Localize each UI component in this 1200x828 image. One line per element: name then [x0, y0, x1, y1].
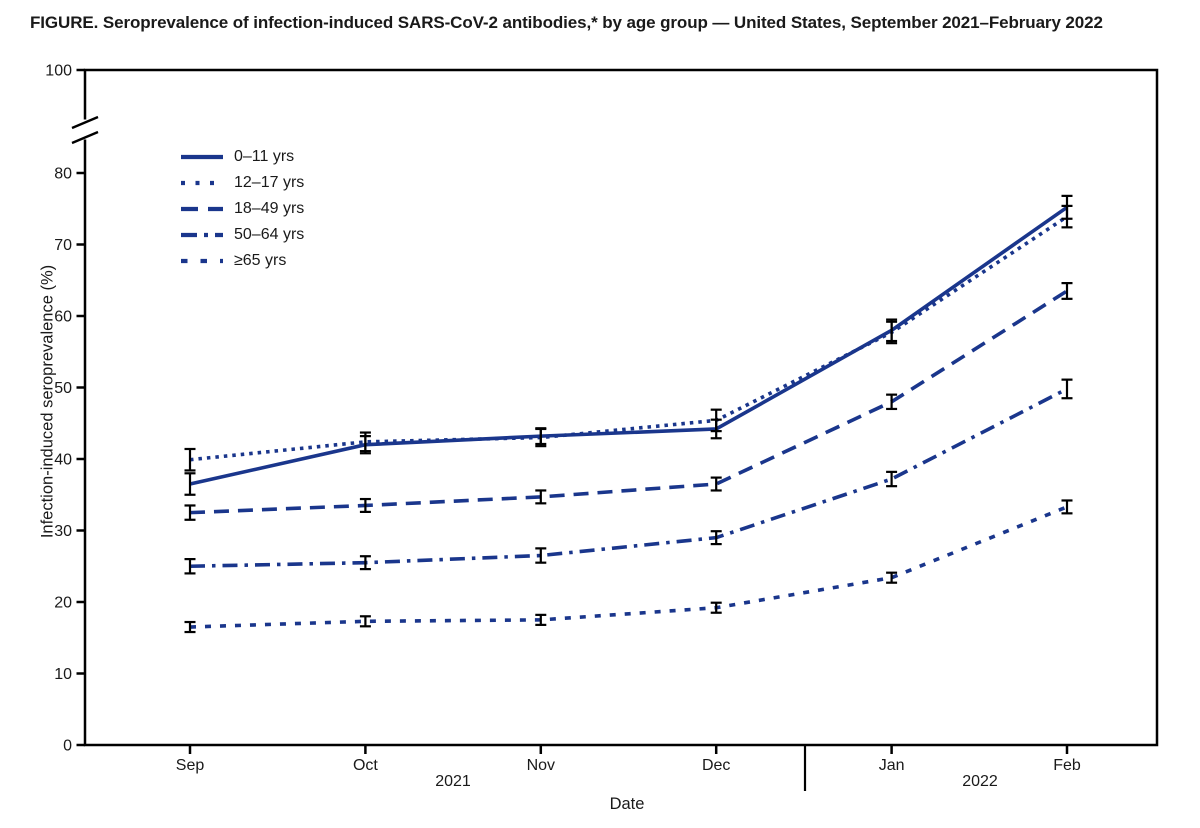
- y-axis-ticks: 0 10 20 30 40 50 60 70 80 100: [45, 63, 85, 755]
- legend-item: 0–11 yrs: [181, 148, 304, 165]
- series-line-dash-dot: [189, 387, 1068, 569]
- x-tick-label: Dec: [702, 757, 730, 774]
- x-tick-label: Jan: [879, 757, 905, 774]
- y-tick-label: 30: [54, 523, 72, 540]
- x-axis-title: Date: [609, 795, 645, 813]
- legend: 0–11 yrs 12–17 yrs 18–49 yrs 50–64 yrs ≥…: [181, 148, 304, 278]
- series-line-dashed: [189, 289, 1068, 515]
- y-tick-label: 50: [54, 380, 72, 397]
- y-tick-label: 100: [45, 63, 72, 80]
- series-line-square-dot: [189, 505, 1068, 629]
- legend-item-label: 12–17 yrs: [234, 174, 305, 191]
- y-tick-label: 10: [54, 666, 72, 683]
- x-tick-label: Nov: [527, 757, 555, 774]
- legend-item-label: 0–11 yrs: [234, 148, 295, 165]
- legend-item-label: 18–49 yrs: [234, 200, 305, 217]
- y-tick-label: 40: [54, 452, 72, 469]
- legend-line-sample-icon: [181, 206, 223, 211]
- axis-break-slash: [71, 130, 99, 145]
- x-tick-label: Feb: [1053, 757, 1081, 774]
- year-label-2021: 2021: [435, 773, 471, 790]
- series-line-solid: [189, 205, 1069, 486]
- plot-border: [83, 68, 1159, 747]
- y-tick-label: 0: [63, 738, 72, 755]
- legend-line-sample-icon: [181, 232, 223, 237]
- x-axis-ticks: Sep Oct Nov Dec Jan Feb: [176, 745, 1081, 774]
- legend-item: ≥65 yrs: [181, 252, 304, 269]
- x-tick-label: Oct: [353, 757, 378, 774]
- axis-break-gap: [80, 119, 90, 140]
- year-label-2022: 2022: [962, 773, 998, 790]
- axis-break-slash: [71, 115, 99, 130]
- y-axis-title: Infection-induced seroprevalence (%): [38, 264, 57, 539]
- legend-item-label: 50–64 yrs: [234, 226, 305, 243]
- legend-item: 12–17 yrs: [181, 174, 304, 191]
- legend-line-sample-icon: [181, 258, 223, 263]
- y-axis-break: [71, 115, 99, 145]
- figure-title: FIGURE. Seroprevalence of infection-indu…: [30, 13, 1103, 32]
- legend-line-sample-icon: [181, 154, 223, 159]
- series-lines: [189, 205, 1069, 629]
- error-bars: [184, 194, 1073, 634]
- series-line-dotted: [189, 215, 1068, 462]
- legend-line-sample-icon: [181, 180, 223, 185]
- y-tick-label: 60: [54, 309, 72, 326]
- y-tick-label: 80: [54, 166, 72, 183]
- x-tick-label: Sep: [176, 757, 205, 774]
- legend-item: 18–49 yrs: [181, 200, 304, 217]
- legend-item: 50–64 yrs: [181, 226, 304, 243]
- legend-item-label: ≥65 yrs: [234, 252, 287, 269]
- y-tick-label: 20: [54, 595, 72, 612]
- y-tick-label: 70: [54, 237, 72, 254]
